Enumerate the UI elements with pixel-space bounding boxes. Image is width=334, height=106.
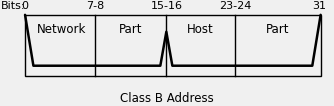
Text: Host: Host — [187, 23, 214, 36]
Text: 0: 0 — [22, 1, 28, 11]
Text: Part: Part — [266, 23, 289, 36]
Text: 7-8: 7-8 — [86, 1, 104, 11]
Text: 15-16: 15-16 — [150, 1, 182, 11]
Text: 23-24: 23-24 — [219, 1, 252, 11]
Text: Class B Address: Class B Address — [120, 92, 214, 105]
Text: Network: Network — [37, 23, 87, 36]
Text: 31: 31 — [312, 1, 326, 11]
Text: Bits:: Bits: — [1, 1, 25, 11]
Text: Part: Part — [119, 23, 142, 36]
